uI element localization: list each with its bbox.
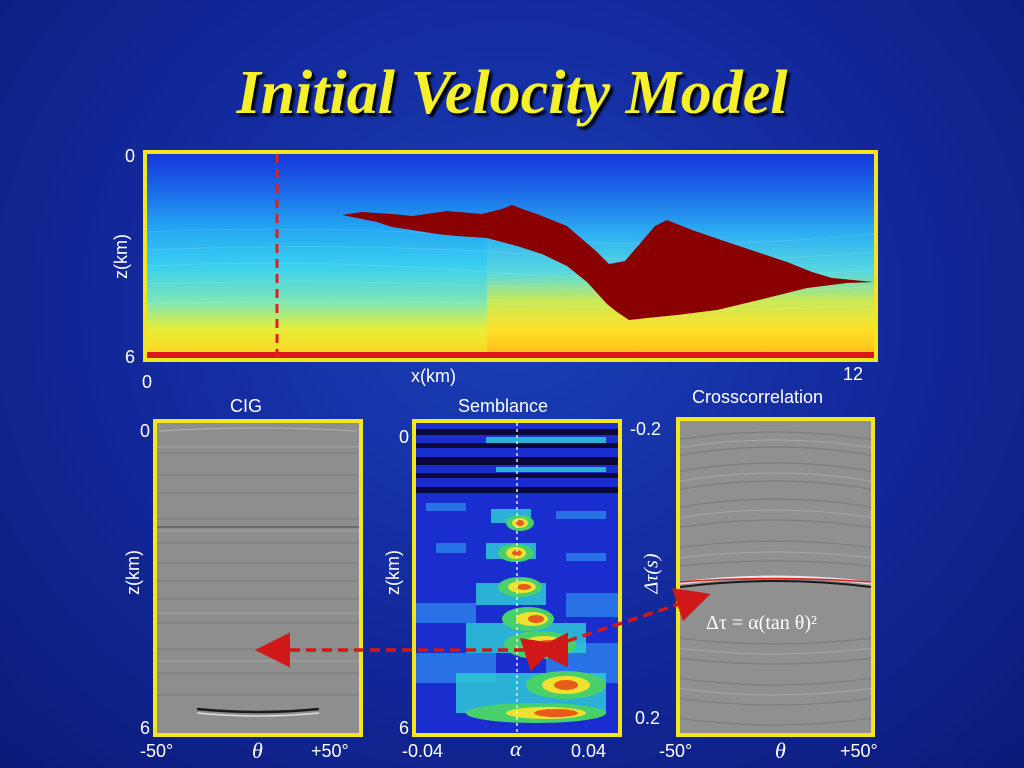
model-z-axis-label: z(km) — [110, 234, 131, 279]
model-z-bottom-label: 6 — [125, 347, 136, 367]
cig-z-top-label: 0 — [140, 421, 151, 441]
semblance-x-axis-label: α — [510, 736, 522, 761]
model-x-axis-label: x(km) — [411, 366, 456, 386]
moveout-formula: Δτ = α(tan θ)² — [706, 612, 817, 634]
model-x-right-label: 12 — [843, 364, 864, 384]
cig-panel — [153, 419, 363, 737]
velocity-model-panel — [143, 150, 878, 362]
semblance-title: Semblance — [458, 396, 549, 416]
cig-x-right-label: +50° — [311, 741, 349, 761]
semblance-panel — [412, 419, 622, 737]
semblance-z-top-label: 0 — [399, 427, 410, 447]
crosscorrelation-x-right-label: +50° — [840, 741, 878, 761]
slide-title: Initial Velocity Model — [236, 59, 788, 127]
cig-title: CIG — [230, 396, 263, 416]
semblance-z-axis-label: z(km) — [382, 550, 403, 595]
crosscorrelation-y-bottom-label: 0.2 — [635, 708, 661, 728]
crosscorrelation-panel — [676, 417, 875, 737]
model-x-left-label: 0 — [142, 372, 153, 392]
cig-x-axis-label: θ — [252, 738, 263, 763]
semblance-z-bottom-label: 6 — [399, 718, 410, 738]
salt-body — [342, 205, 874, 320]
crosscorrelation-x-left-label: -50° — [659, 741, 693, 761]
velocity-model-image — [147, 154, 874, 358]
cig-image — [157, 423, 359, 733]
crosscorrelation-y-top-label: -0.2 — [630, 419, 662, 439]
crosscorrelation-y-axis-label: Δτ(s) — [640, 553, 663, 594]
crosscorrelation-image — [680, 421, 871, 733]
cig-x-left-label: -50° — [140, 741, 174, 761]
crosscorrelation-x-axis-label: θ — [775, 738, 786, 763]
semblance-x-left-label: -0.04 — [402, 741, 444, 761]
cig-z-axis-label: z(km) — [122, 550, 143, 595]
cig-z-bottom-label: 6 — [140, 718, 151, 738]
crosscorrelation-title: Crosscorrelation — [692, 387, 824, 407]
semblance-x-right-label: 0.04 — [571, 741, 607, 761]
semblance-image — [416, 423, 618, 733]
model-z-top-label: 0 — [125, 146, 136, 166]
